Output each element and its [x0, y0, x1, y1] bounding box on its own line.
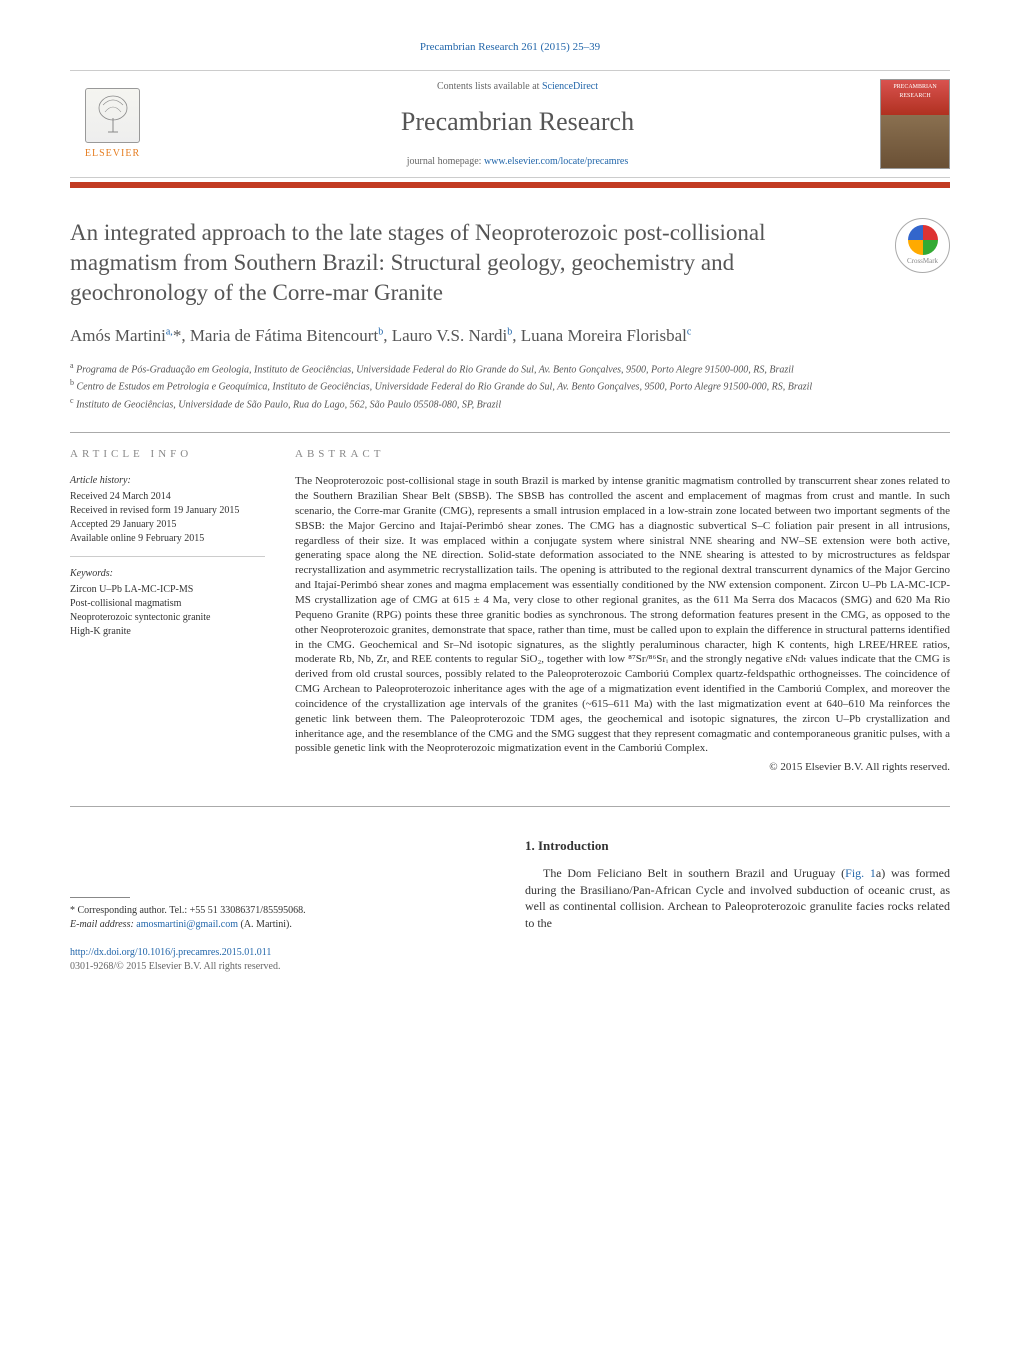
email-label: E-mail address: [70, 919, 136, 930]
intro-paragraph: The Dom Feliciano Belt in southern Brazi… [525, 865, 950, 932]
elsevier-name: ELSEVIER [85, 147, 140, 161]
intro-heading: 1. Introduction [525, 837, 950, 855]
article-info-heading: ARTICLE INFO [70, 447, 265, 462]
keyword-item: Zircon U–Pb LA-MC-ICP-MS [70, 583, 265, 597]
article-title: An integrated approach to the late stage… [70, 218, 875, 308]
affiliation-c: Instituto de Geociências, Universidade d… [76, 399, 501, 410]
journal-name: Precambrian Research [155, 104, 880, 140]
keyword-item: High-K granite [70, 625, 265, 639]
corresponding-footnote: * Corresponding author. Tel.: +55 51 330… [70, 904, 495, 932]
homepage-line: journal homepage: www.elsevier.com/locat… [155, 155, 880, 169]
abstract-heading: ABSTRACT [295, 447, 950, 462]
footnote-divider [70, 897, 130, 898]
history-label: Article history: [70, 474, 265, 488]
article-info-column: ARTICLE INFO Article history: Received 2… [70, 447, 265, 776]
keyword-item: Neoproterozoic syntectonic granite [70, 611, 265, 625]
keyword-item: Post-collisional magmatism [70, 597, 265, 611]
accepted-date: Accepted 29 January 2015 [70, 518, 265, 532]
section-divider [70, 432, 950, 433]
cover-label: PRECAMBRIAN RESEARCH [884, 83, 946, 100]
body-columns: * Corresponding author. Tel.: +55 51 330… [70, 837, 950, 974]
revised-date: Received in revised form 19 January 2015 [70, 504, 265, 518]
contents-prefix: Contents lists available at [437, 81, 542, 92]
doi-link[interactable]: http://dx.doi.org/10.1016/j.precamres.20… [70, 947, 271, 958]
affiliations-block: a Programa de Pós-Graduação em Geologia,… [70, 360, 950, 412]
homepage-prefix: journal homepage: [407, 156, 484, 167]
online-date: Available online 9 February 2015 [70, 532, 265, 546]
crossmark-icon [908, 225, 938, 255]
homepage-link[interactable]: www.elsevier.com/locate/precamres [484, 156, 628, 167]
contents-line: Contents lists available at ScienceDirec… [155, 80, 880, 94]
journal-cover-thumb[interactable]: PRECAMBRIAN RESEARCH [880, 79, 950, 169]
email-suffix: (A. Martini). [238, 919, 292, 930]
elsevier-tree-icon [85, 88, 140, 143]
abstract-column: ABSTRACT The Neoproterozoic post-collisi… [295, 447, 950, 776]
affiliation-a: Programa de Pós-Graduação em Geologia, I… [76, 364, 794, 375]
header-center: Contents lists available at ScienceDirec… [155, 80, 880, 168]
crossmark-label: CrossMark [907, 257, 938, 267]
elsevier-logo[interactable]: ELSEVIER [70, 82, 155, 167]
issn-copyright: 0301-9268/© 2015 Elsevier B.V. All right… [70, 960, 495, 974]
sciencedirect-link[interactable]: ScienceDirect [542, 81, 598, 92]
history-block: Article history: Received 24 March 2014 … [70, 474, 265, 557]
citation-link[interactable]: Precambrian Research 261 (2015) 25–39 [420, 41, 600, 53]
affiliation-b: Centro de Estudos em Petrologia e Geoquí… [77, 382, 813, 393]
corresponding-tel: * Corresponding author. Tel.: +55 51 330… [70, 904, 495, 918]
email-link[interactable]: amosmartini@gmail.com [136, 919, 238, 930]
right-column: 1. Introduction The Dom Feliciano Belt i… [525, 837, 950, 974]
received-date: Received 24 March 2014 [70, 490, 265, 504]
red-divider-bar [70, 182, 950, 188]
crossmark-badge[interactable]: CrossMark [895, 218, 950, 273]
left-column: * Corresponding author. Tel.: +55 51 330… [70, 837, 495, 974]
keywords-label: Keywords: [70, 567, 265, 581]
figure-link[interactable]: Fig. 1 [845, 866, 876, 880]
journal-header: ELSEVIER Contents lists available at Sci… [70, 70, 950, 178]
abstract-copyright: © 2015 Elsevier B.V. All rights reserved… [295, 760, 950, 775]
authors-line: Amós Martinia,*, Maria de Fátima Bitenco… [70, 324, 950, 348]
footer-block: http://dx.doi.org/10.1016/j.precamres.20… [70, 946, 495, 974]
section-divider [70, 806, 950, 807]
abstract-text: The Neoproterozoic post-collisional stag… [295, 474, 950, 756]
citation-line: Precambrian Research 261 (2015) 25–39 [70, 40, 950, 55]
